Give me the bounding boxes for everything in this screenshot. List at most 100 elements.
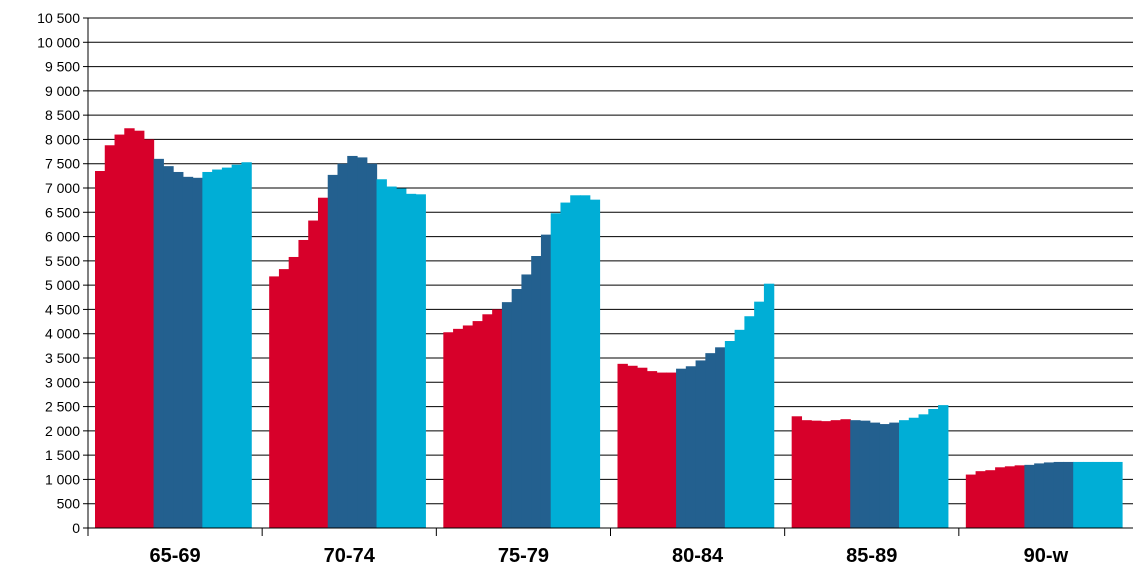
bar xyxy=(202,171,213,528)
y-tick-label: 9 500 xyxy=(45,59,80,75)
y-tick-label: 5 000 xyxy=(45,277,80,293)
bars xyxy=(95,128,1123,529)
y-tick-label: 6 000 xyxy=(45,229,80,245)
bar xyxy=(1063,461,1074,528)
bar xyxy=(501,302,513,528)
bar xyxy=(1073,461,1084,528)
bar xyxy=(820,421,832,528)
bar xyxy=(918,414,929,528)
bar xyxy=(1034,463,1045,528)
bar xyxy=(1082,461,1094,528)
bar xyxy=(685,366,697,528)
x-category-label: 75-79 xyxy=(498,545,549,567)
y-tick-label: 4 500 xyxy=(45,301,80,317)
bar xyxy=(405,193,417,528)
bar xyxy=(715,347,726,528)
bar xyxy=(347,155,358,528)
y-tick-label: 10 500 xyxy=(37,10,80,26)
bar xyxy=(801,420,812,528)
y-tick-label: 9 000 xyxy=(45,83,80,99)
bar xyxy=(492,309,503,528)
bar xyxy=(453,328,464,528)
y-tick-label: 3 000 xyxy=(45,374,80,390)
bar xyxy=(859,420,871,528)
bar xyxy=(376,179,387,528)
gridlines xyxy=(88,17,1133,505)
bar xyxy=(754,301,765,528)
bar xyxy=(928,409,939,528)
bar xyxy=(95,171,106,528)
bar xyxy=(114,134,125,528)
bar xyxy=(231,164,243,528)
x-category-label: 80-84 xyxy=(672,545,724,567)
bar xyxy=(656,372,667,528)
bar xyxy=(511,289,523,528)
bar xyxy=(617,363,628,528)
bar xyxy=(676,368,687,528)
bar xyxy=(531,256,542,528)
bar xyxy=(627,365,638,528)
bar xyxy=(298,239,309,528)
bar xyxy=(724,341,736,528)
bar xyxy=(337,163,348,528)
axes xyxy=(83,17,1133,536)
y-tick-label: 5 500 xyxy=(45,253,80,269)
y-tick-label: 10 000 xyxy=(37,34,80,50)
bar xyxy=(560,202,571,528)
bar xyxy=(850,420,861,528)
bar xyxy=(317,197,329,528)
bar xyxy=(540,234,552,528)
bar xyxy=(472,321,483,528)
bar xyxy=(212,169,223,529)
y-axis-tick-labels: 0 500 1 000 1 500 2 000 2 500 3 000 3 500 4 000 4… xyxy=(37,10,80,536)
bar xyxy=(1043,462,1055,528)
y-tick-label: 500 xyxy=(57,496,81,512)
bar xyxy=(1014,465,1025,528)
bar xyxy=(938,405,949,528)
bar xyxy=(570,195,581,529)
y-tick-label: 0 xyxy=(72,520,80,536)
bar xyxy=(308,220,319,529)
bar xyxy=(995,467,1006,528)
bar xyxy=(143,139,155,528)
bar xyxy=(899,420,910,528)
y-tick-label: 2 000 xyxy=(45,423,80,439)
bar xyxy=(1053,461,1065,528)
bar xyxy=(869,422,881,528)
bar xyxy=(288,256,300,528)
bar xyxy=(879,424,890,528)
bar xyxy=(811,420,822,528)
x-category-label: 90-w xyxy=(1024,545,1069,567)
bar xyxy=(104,145,116,528)
bar xyxy=(908,417,920,528)
bar xyxy=(124,128,135,528)
bar xyxy=(163,166,174,528)
y-tick-label: 7 500 xyxy=(45,156,80,172)
bar xyxy=(1102,461,1113,528)
bar xyxy=(396,188,407,529)
bar xyxy=(221,167,233,528)
y-tick-label: 4 000 xyxy=(45,326,80,342)
bar xyxy=(579,195,591,529)
x-category-label: 70-74 xyxy=(324,545,376,567)
bar xyxy=(637,367,648,528)
y-tick-label: 1 500 xyxy=(45,447,80,463)
y-tick-label: 6 500 xyxy=(45,204,80,220)
bar xyxy=(889,422,900,528)
bar xyxy=(695,360,706,528)
bar xyxy=(386,186,397,529)
bar xyxy=(269,276,280,528)
bar xyxy=(791,416,803,528)
bar xyxy=(666,372,677,528)
bar xyxy=(443,332,454,528)
bar xyxy=(241,162,252,528)
bar xyxy=(985,470,996,528)
x-axis-category-labels: 65-69 70-74 75-79 80-84 85-89 90-w xyxy=(150,545,1069,567)
bar xyxy=(134,130,145,528)
bar xyxy=(975,471,986,528)
bar xyxy=(1004,466,1016,528)
bar xyxy=(1024,464,1035,528)
y-tick-label: 1 000 xyxy=(45,471,80,487)
bar xyxy=(415,194,426,528)
bar xyxy=(705,353,716,528)
